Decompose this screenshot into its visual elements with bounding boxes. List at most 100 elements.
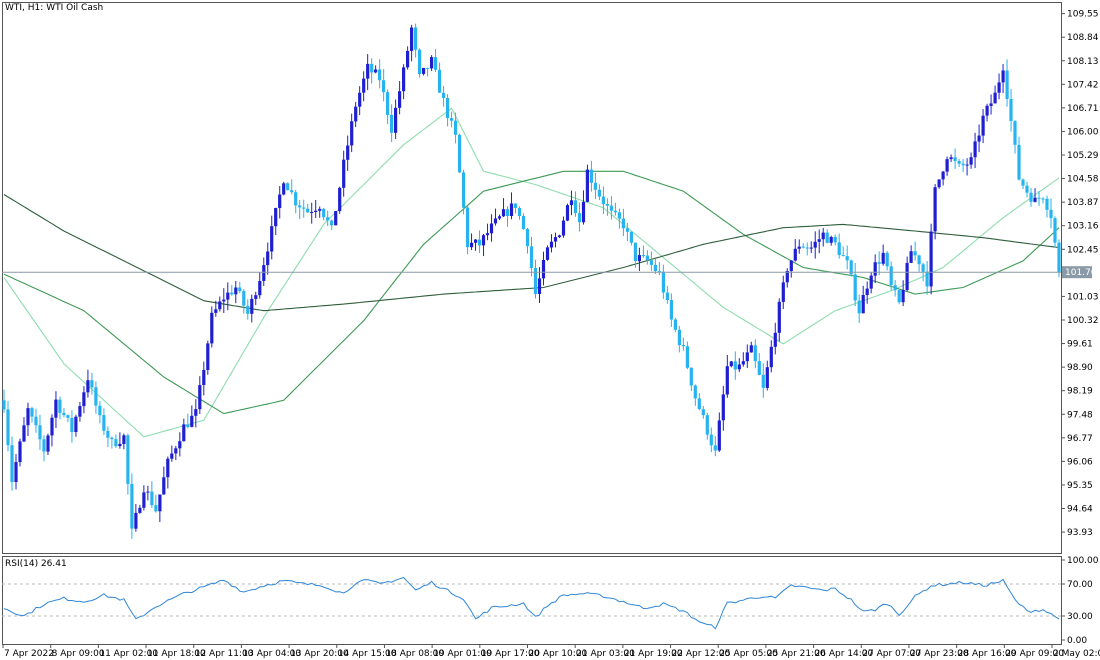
candle-body [270, 226, 274, 252]
candle-body [661, 271, 665, 293]
candle-body [549, 241, 554, 248]
candle-body [378, 69, 382, 81]
candle-body [901, 290, 905, 303]
candle-body [529, 246, 534, 268]
candle-body [589, 169, 593, 183]
candle-body [613, 210, 617, 213]
candle-body [66, 415, 70, 418]
candle-body [138, 507, 142, 513]
candle-body [713, 445, 717, 451]
candle-body [258, 281, 262, 296]
candle-body [1009, 99, 1013, 121]
candle-body [997, 82, 1001, 93]
candle-body [178, 441, 182, 449]
candle-body [509, 203, 514, 216]
candle-body [845, 256, 849, 261]
candle-body [394, 107, 398, 133]
candle-body [454, 120, 458, 135]
candle-body [374, 69, 378, 73]
candle-body [1033, 197, 1037, 202]
candle-body [961, 163, 965, 166]
candle-body [50, 417, 54, 436]
candle-body [505, 209, 510, 216]
candle-body [350, 121, 354, 146]
candle-body [210, 312, 214, 344]
candle-body [186, 424, 190, 427]
candle-body [182, 424, 186, 442]
candle-body [513, 203, 518, 208]
candle-body [1021, 179, 1025, 186]
candle-body [889, 266, 893, 286]
candle-body [26, 408, 30, 426]
candle-body [881, 252, 885, 264]
candle-body [965, 164, 969, 166]
candle-body [673, 319, 677, 330]
candle-body [573, 200, 578, 214]
candle-body [821, 232, 825, 240]
candle-body [382, 80, 386, 93]
candle-body [310, 212, 314, 213]
candle-body [1041, 198, 1045, 200]
candle-body [481, 235, 486, 246]
time-tick-label: 25 Apr 05:00 [719, 649, 778, 659]
candle-body [346, 145, 350, 160]
time-tick-label: 20 Apr 10:00 [529, 649, 588, 659]
time-tick-label: 13 Apr 20:00 [290, 649, 349, 659]
price-tick-label: 103.87 [1067, 198, 1099, 208]
rsi-tick-label: 70.00 [1067, 580, 1093, 590]
candle-body [793, 248, 797, 261]
candle-body [62, 412, 66, 416]
candle-body [334, 211, 338, 226]
candle-body [553, 237, 558, 242]
price-tick-label: 95.35 [1067, 481, 1093, 491]
candle-body [705, 415, 709, 435]
candle-body [106, 430, 110, 438]
candle-body [681, 345, 685, 347]
candle-body [146, 491, 150, 493]
candle-body [1013, 120, 1017, 145]
time-tick-label: 13 Apr 04:00 [242, 649, 301, 659]
candle-body [797, 246, 801, 249]
candle-body [234, 287, 238, 295]
candle-body [6, 409, 10, 446]
candle-body [46, 435, 50, 452]
candle-body [741, 361, 745, 365]
candle-body [110, 437, 114, 440]
candle-body [202, 370, 206, 385]
candle-body [370, 63, 374, 73]
candle-body [74, 416, 78, 432]
candle-body [282, 183, 286, 195]
candle-body [945, 159, 949, 172]
candle-body [194, 409, 198, 416]
candle-body [406, 50, 410, 68]
candle-body [949, 157, 953, 160]
candle-body [290, 190, 294, 193]
candle-body [278, 194, 282, 208]
candle-body [150, 491, 154, 506]
candle-body [14, 462, 18, 482]
candle-body [238, 287, 242, 292]
candle-body [18, 441, 22, 462]
current-price-line: 101.76 [2, 266, 1097, 279]
candle-body [857, 300, 861, 314]
candle-body [853, 274, 857, 301]
candle-body [653, 264, 657, 272]
candle-body [765, 367, 769, 388]
candle-body [773, 332, 777, 347]
candle-body [557, 235, 562, 238]
candle-body [749, 345, 753, 353]
candle-body [657, 271, 661, 273]
candle-body [306, 208, 310, 213]
candle-body [577, 213, 582, 223]
candle-body [154, 505, 158, 512]
ma-mid-line [3, 170, 1060, 415]
candle-body [1005, 70, 1009, 99]
candle-body [733, 361, 737, 370]
price-tick-label: 106.71 [1067, 104, 1099, 114]
rsi-label: RSI(14) 26.41 [5, 559, 67, 569]
candle-body [358, 92, 362, 107]
candle-body [158, 494, 162, 512]
